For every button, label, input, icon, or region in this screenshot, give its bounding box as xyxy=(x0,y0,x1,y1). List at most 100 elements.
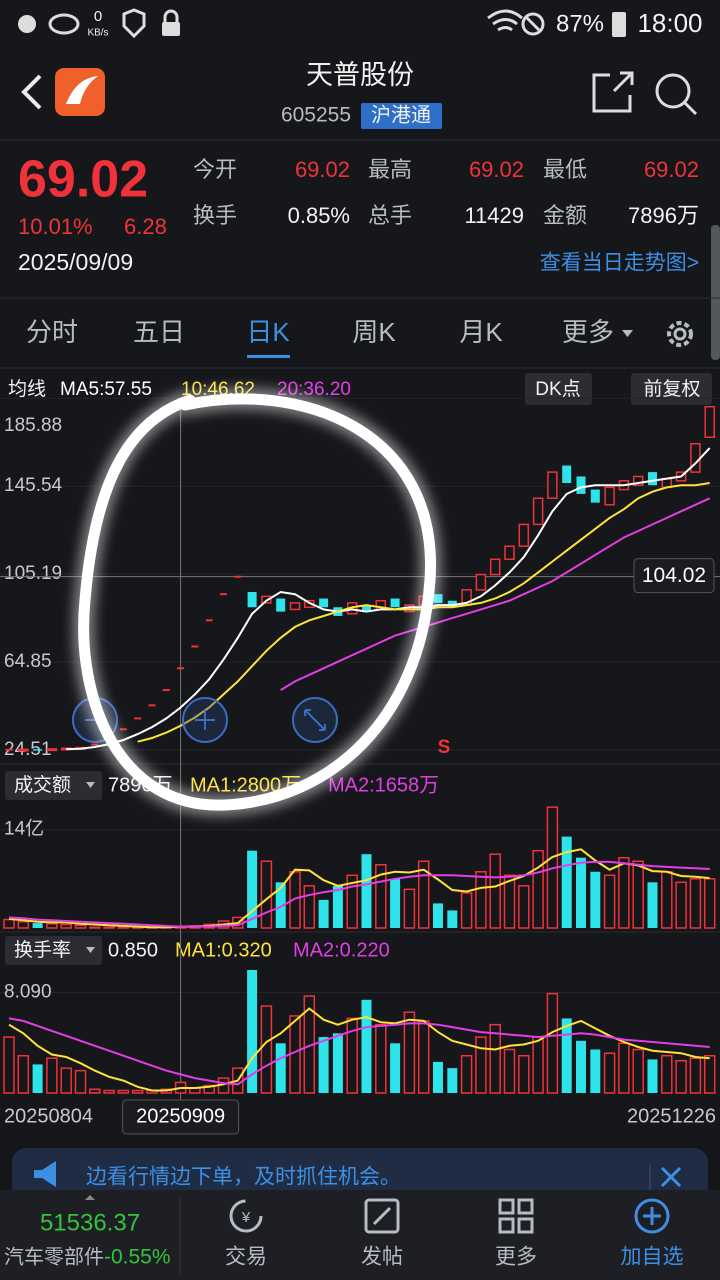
candle xyxy=(504,545,515,561)
bar xyxy=(260,860,273,929)
candle xyxy=(220,593,227,596)
zoom-icon xyxy=(195,710,215,730)
quote-date: 2025/09/09 xyxy=(18,249,133,275)
last-price: 69.02 xyxy=(18,151,148,209)
net-unit: KB/s xyxy=(87,28,108,39)
candle xyxy=(532,497,544,526)
stat-value: 69.02 xyxy=(295,157,350,182)
candle xyxy=(648,472,657,486)
stat-label: 最低 xyxy=(543,157,587,182)
index-value[interactable]: 51536.37 xyxy=(40,1209,140,1236)
legend-item: MA1:0.320 xyxy=(175,939,272,961)
stock-code: 605255 xyxy=(281,104,351,127)
selector-label: 换手率 xyxy=(14,939,71,961)
x-tick-label: 20251226 xyxy=(627,1105,716,1127)
nav-item[interactable]: 交易 xyxy=(225,1246,267,1269)
share-button[interactable] xyxy=(592,71,634,113)
status-icon xyxy=(521,12,545,36)
status-icon xyxy=(162,22,180,36)
tab[interactable]: 更多 xyxy=(562,317,614,347)
bar xyxy=(46,1057,58,1094)
candle xyxy=(33,749,43,751)
bar xyxy=(703,878,716,929)
bar xyxy=(103,926,115,929)
index-name: 汽车零部件 xyxy=(4,1245,104,1268)
bar xyxy=(390,878,401,928)
bar xyxy=(489,853,501,929)
candle xyxy=(604,486,615,506)
bar xyxy=(647,882,658,928)
bar xyxy=(689,878,702,929)
tab[interactable]: 周K xyxy=(352,317,396,347)
selector[interactable] xyxy=(5,771,102,800)
candle xyxy=(5,748,13,751)
tab[interactable]: 月K xyxy=(459,317,503,347)
bar xyxy=(447,1068,458,1093)
stock-name: 天普股份 xyxy=(306,60,414,90)
annotation-circle xyxy=(78,393,436,811)
bar xyxy=(675,881,687,929)
fullscreen-icon xyxy=(304,709,326,731)
tab[interactable]: 分时 xyxy=(26,317,78,347)
bar xyxy=(17,1054,30,1094)
bar xyxy=(260,1005,273,1094)
bar xyxy=(417,1020,430,1094)
bar xyxy=(561,1018,572,1093)
close-button[interactable] xyxy=(660,1166,682,1188)
bar xyxy=(346,874,358,929)
badge xyxy=(361,103,442,129)
bar xyxy=(647,1059,658,1093)
bar xyxy=(403,1011,416,1094)
bar xyxy=(561,836,572,928)
battery-icon xyxy=(612,12,626,37)
trend-link[interactable]: 查看当日走势图> xyxy=(540,252,699,275)
candle xyxy=(162,689,170,692)
ma-line xyxy=(8,848,710,929)
candle xyxy=(475,573,487,591)
more-icon xyxy=(498,1217,515,1234)
bar xyxy=(503,874,516,929)
ma-line xyxy=(66,447,711,751)
bar xyxy=(447,910,458,928)
status-icon xyxy=(163,9,179,22)
bar xyxy=(3,918,15,929)
nav-item[interactable]: 更多 xyxy=(495,1246,537,1269)
bar xyxy=(32,1064,43,1093)
tab[interactable]: 五日 xyxy=(133,317,185,347)
bar xyxy=(3,1036,15,1094)
button[interactable] xyxy=(631,373,712,405)
nav-item[interactable]: 加自选 xyxy=(621,1246,684,1269)
y-tick-label: 145.54 xyxy=(4,475,63,496)
settings-button[interactable] xyxy=(667,321,693,347)
search-handle xyxy=(683,101,698,116)
x-tick-label: 20250804 xyxy=(4,1105,93,1127)
nav-item[interactable]: 发帖 xyxy=(361,1246,403,1269)
bar xyxy=(576,1040,586,1093)
status-bar: 0 KB/s 87% 18:00 xyxy=(18,8,703,39)
button[interactable] xyxy=(525,373,592,405)
bar xyxy=(632,1048,644,1094)
megaphone-icon xyxy=(34,1161,56,1187)
back-button[interactable] xyxy=(21,74,42,110)
post-icon xyxy=(372,1206,392,1226)
y-tick-label: 8.090 xyxy=(4,981,52,1002)
y-tick-label: 64.85 xyxy=(4,651,52,672)
bar xyxy=(103,1089,115,1094)
bar xyxy=(675,1059,687,1094)
bar xyxy=(332,885,343,928)
ma-line xyxy=(8,1017,710,1086)
candle xyxy=(447,600,457,608)
tab-active[interactable]: 日K xyxy=(246,317,290,347)
current-value: 0.850 xyxy=(108,939,158,961)
bar xyxy=(346,1017,358,1094)
selector[interactable] xyxy=(5,936,102,965)
y-tick-label: 185.88 xyxy=(4,415,62,436)
bar xyxy=(89,1088,101,1094)
signal-marker: S xyxy=(438,737,451,758)
bar xyxy=(433,903,443,928)
bar xyxy=(703,1054,716,1094)
candle xyxy=(590,489,600,503)
candle xyxy=(690,443,701,473)
search-button[interactable] xyxy=(655,73,691,109)
